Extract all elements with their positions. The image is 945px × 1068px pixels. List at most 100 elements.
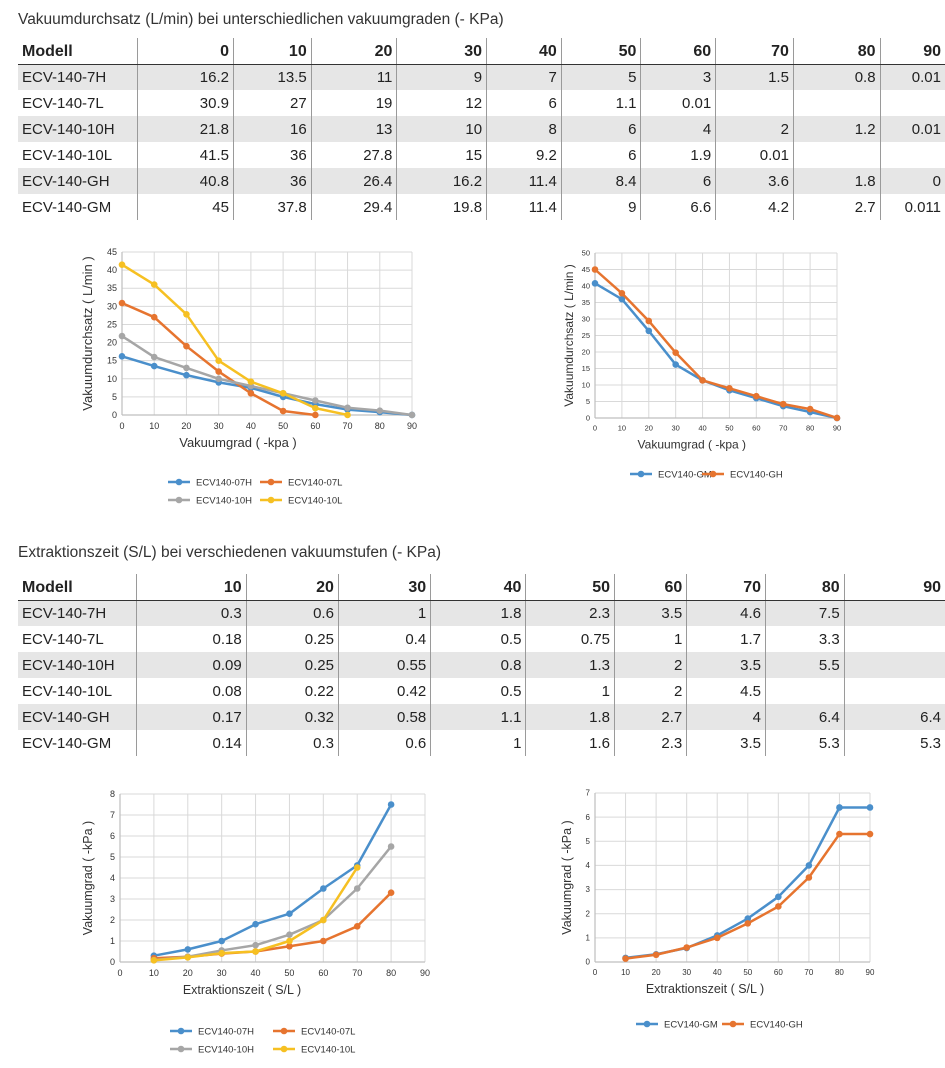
value-cell: 11.4 bbox=[486, 168, 562, 194]
data-point bbox=[320, 885, 327, 892]
value-cell: 1.3 bbox=[525, 652, 615, 678]
value-cell: 3 bbox=[640, 64, 716, 90]
value-cell: 0.17 bbox=[135, 704, 247, 730]
x-tick-label: 30 bbox=[217, 968, 227, 978]
y-tick-label: 15 bbox=[582, 364, 590, 373]
value-cell bbox=[792, 90, 881, 116]
data-point bbox=[247, 378, 255, 385]
data-point bbox=[118, 332, 126, 340]
y-tick-label: 0 bbox=[112, 410, 117, 420]
column-header: 90 bbox=[843, 574, 945, 601]
value-cell: 0.5 bbox=[430, 626, 526, 652]
value-cell: 6 bbox=[486, 90, 562, 116]
y-tick-label: 25 bbox=[107, 319, 117, 329]
data-point bbox=[387, 801, 395, 808]
value-cell: 0.3 bbox=[135, 600, 247, 626]
column-header: 60 bbox=[614, 574, 687, 601]
legend-swatch-marker bbox=[175, 496, 183, 504]
data-point bbox=[252, 920, 259, 928]
series-line bbox=[121, 263, 348, 417]
y-tick-label: 5 bbox=[112, 392, 117, 402]
value-cell: 1.9 bbox=[640, 142, 716, 168]
data-point bbox=[150, 957, 158, 964]
y-tick-label: 30 bbox=[582, 315, 590, 324]
data-point bbox=[312, 404, 319, 412]
data-point bbox=[286, 910, 293, 917]
x-tick-label: 0 bbox=[119, 421, 124, 431]
value-cell: 16.2 bbox=[137, 64, 234, 90]
model-cell: ECV-140-10H bbox=[18, 652, 137, 678]
series-line bbox=[121, 355, 413, 417]
x-tick-label: 10 bbox=[621, 968, 630, 977]
data-point bbox=[320, 937, 327, 945]
data-point bbox=[645, 327, 653, 335]
value-cell: 7 bbox=[486, 64, 562, 90]
data-point bbox=[218, 937, 225, 945]
data-point bbox=[779, 400, 787, 408]
legend-swatch-marker bbox=[280, 1027, 288, 1035]
value-cell: 2 bbox=[614, 652, 687, 678]
value-cell: 0.58 bbox=[337, 704, 431, 730]
x-axis-title: Vakuumgrad ( -kpa ) bbox=[179, 435, 297, 450]
x-tick-label: 70 bbox=[352, 968, 362, 978]
legend-label: ECV140-07H bbox=[196, 478, 252, 489]
value-cell: 0.8 bbox=[430, 652, 526, 678]
data-point bbox=[150, 353, 158, 361]
y-tick-label: 1 bbox=[110, 936, 115, 946]
column-header: 0 bbox=[137, 38, 234, 65]
y-tick-label: 20 bbox=[107, 338, 117, 348]
y-axis-title: Vakuumgrad ( -kPa ) bbox=[560, 820, 574, 934]
x-tick-label: 30 bbox=[214, 421, 224, 431]
value-cell: 40.8 bbox=[137, 168, 234, 194]
y-tick-label: 1 bbox=[586, 934, 591, 943]
value-cell: 27 bbox=[232, 90, 312, 116]
x-tick-label: 90 bbox=[833, 424, 841, 433]
value-cell: 0 bbox=[879, 168, 945, 194]
data-point bbox=[252, 941, 259, 949]
value-cell: 6 bbox=[560, 116, 641, 142]
x-tick-label: 20 bbox=[652, 968, 661, 977]
value-cell bbox=[879, 142, 945, 168]
y-tick-label: 50 bbox=[582, 249, 590, 258]
value-cell: 12 bbox=[396, 90, 487, 116]
y-tick-label: 2 bbox=[586, 909, 591, 918]
y-tick-label: 10 bbox=[582, 381, 590, 390]
x-tick-label: 30 bbox=[671, 424, 679, 433]
value-cell: 21.8 bbox=[137, 116, 234, 142]
throughput-chart-7-10: 0 10 20 30 40 50 60 70 80 90 0 5 10 15 20 25 30 35 40 45 Vak… bbox=[80, 247, 417, 507]
data-point bbox=[184, 946, 192, 953]
x-tick-label: 80 bbox=[835, 968, 844, 977]
value-cell: 26.4 bbox=[310, 168, 397, 194]
column-header: 50 bbox=[525, 574, 615, 601]
data-point bbox=[215, 375, 222, 383]
column-header: 20 bbox=[310, 38, 397, 65]
value-cell: 0.55 bbox=[337, 652, 431, 678]
x-tick-label: 60 bbox=[774, 968, 783, 977]
column-header: Modell bbox=[18, 38, 138, 65]
column-header: 90 bbox=[879, 38, 945, 65]
y-tick-label: 0 bbox=[110, 957, 115, 967]
data-point bbox=[183, 311, 190, 318]
value-cell bbox=[843, 652, 945, 678]
y-tick-label: 45 bbox=[582, 265, 590, 274]
value-cell: 0.01 bbox=[879, 116, 945, 142]
throughput-chart-gm-gh: 0 10 20 30 40 50 60 70 80 90 0 5 10 15 20 25 30 35 40 45 50 V… bbox=[562, 249, 841, 481]
x-tick-label: 70 bbox=[779, 424, 787, 433]
legend-label: ECV140-GM bbox=[664, 1020, 718, 1031]
data-point bbox=[183, 371, 190, 379]
data-point bbox=[805, 874, 813, 881]
value-cell: 0.08 bbox=[135, 678, 247, 704]
data-point bbox=[118, 261, 126, 268]
value-cell: 4 bbox=[686, 704, 766, 730]
model-cell: ECV-140-7H bbox=[18, 600, 137, 626]
table-header-row: Modell 0 10 20 30 40 50 60 70 80 90 bbox=[18, 38, 945, 65]
data-point bbox=[312, 397, 319, 404]
y-axis-title: Vakuumdurchsatz ( L/min ) bbox=[562, 264, 576, 407]
value-cell bbox=[843, 678, 945, 704]
extraction-table: Modell 10 20 30 40 50 60 70 80 90 ECV-140-7H 0.3 0.6… bbox=[18, 574, 945, 756]
x-axis-title: Extraktionszeit ( S/L ) bbox=[183, 983, 301, 997]
data-point bbox=[672, 349, 679, 356]
value-cell: 0.25 bbox=[245, 626, 339, 652]
x-tick-label: 30 bbox=[682, 968, 691, 977]
value-cell: 0.6 bbox=[245, 600, 339, 626]
